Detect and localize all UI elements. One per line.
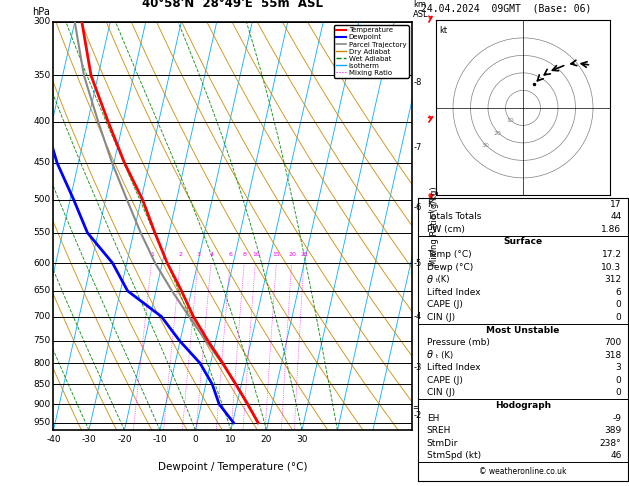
Text: 0: 0	[616, 313, 621, 322]
Text: 700: 700	[604, 338, 621, 347]
Text: -4: -4	[413, 312, 421, 321]
Text: 550: 550	[33, 228, 50, 237]
Text: Pressure (mb): Pressure (mb)	[426, 338, 489, 347]
Text: SREH: SREH	[426, 426, 451, 435]
Text: -20: -20	[117, 435, 131, 444]
Text: 450: 450	[33, 158, 50, 167]
Text: EH: EH	[426, 414, 439, 423]
Text: -10: -10	[153, 435, 167, 444]
Text: 10: 10	[225, 435, 237, 444]
Text: -2: -2	[413, 411, 421, 420]
Text: km
ASL: km ASL	[413, 0, 429, 19]
Text: hPa: hPa	[33, 7, 50, 17]
Text: 40°58'N  28°49'E  55m  ASL: 40°58'N 28°49'E 55m ASL	[142, 0, 323, 10]
Text: 800: 800	[33, 359, 50, 367]
Text: -6: -6	[413, 203, 421, 211]
Text: Lifted Index: Lifted Index	[426, 288, 481, 297]
Text: Hodograph: Hodograph	[495, 401, 551, 410]
Text: 15: 15	[273, 252, 281, 257]
Text: -3: -3	[413, 363, 421, 372]
Text: 700: 700	[33, 312, 50, 321]
Text: 0: 0	[616, 376, 621, 385]
Text: 24.04.2024  09GMT  (Base: 06): 24.04.2024 09GMT (Base: 06)	[421, 3, 592, 14]
Text: 900: 900	[33, 399, 50, 409]
Text: 600: 600	[33, 259, 50, 267]
Text: 17: 17	[610, 200, 621, 208]
Text: CIN (J): CIN (J)	[426, 388, 455, 398]
Text: Totals Totals: Totals Totals	[426, 212, 481, 221]
Text: 25: 25	[300, 252, 308, 257]
Text: 8: 8	[243, 252, 247, 257]
Text: 400: 400	[33, 118, 50, 126]
Text: 20: 20	[494, 131, 502, 136]
Text: Surface: Surface	[503, 237, 543, 246]
Text: 850: 850	[33, 380, 50, 389]
Text: Most Unstable: Most Unstable	[486, 326, 560, 334]
Text: 318: 318	[604, 351, 621, 360]
Text: 389: 389	[604, 426, 621, 435]
Text: -5: -5	[413, 259, 421, 267]
Text: -40: -40	[46, 435, 61, 444]
Text: 3: 3	[196, 252, 201, 257]
Text: 10: 10	[252, 252, 260, 257]
Text: 750: 750	[33, 336, 50, 345]
Text: 20: 20	[288, 252, 296, 257]
Text: 950: 950	[33, 418, 50, 427]
Text: -8: -8	[413, 78, 421, 87]
Text: Mixing Ratio (g/kg): Mixing Ratio (g/kg)	[430, 186, 438, 266]
Text: 4: 4	[209, 252, 214, 257]
Text: 17.2: 17.2	[601, 250, 621, 259]
Text: ₜ(K): ₜ(K)	[436, 275, 450, 284]
Text: θ: θ	[426, 275, 433, 285]
Text: PW (cm): PW (cm)	[426, 225, 465, 234]
Text: =¹LCL: =¹LCL	[413, 403, 435, 413]
Text: K: K	[426, 200, 433, 208]
Text: ₜ (K): ₜ (K)	[436, 351, 454, 360]
Text: © weatheronline.co.uk: © weatheronline.co.uk	[479, 467, 567, 476]
Text: Temp (°C): Temp (°C)	[426, 250, 471, 259]
Text: -30: -30	[82, 435, 96, 444]
Text: 0: 0	[616, 300, 621, 310]
Text: -7: -7	[413, 143, 421, 153]
Text: 3: 3	[616, 364, 621, 372]
Text: 350: 350	[33, 71, 50, 80]
Text: kt: kt	[439, 26, 447, 35]
Text: Dewp (°C): Dewp (°C)	[426, 262, 473, 272]
Text: 30: 30	[481, 143, 489, 148]
Text: CAPE (J): CAPE (J)	[426, 300, 462, 310]
Text: 30: 30	[296, 435, 308, 444]
Text: 650: 650	[33, 286, 50, 295]
Text: 10.3: 10.3	[601, 262, 621, 272]
Text: 300: 300	[33, 17, 50, 26]
Text: 1: 1	[150, 252, 154, 257]
Legend: Temperature, Dewpoint, Parcel Trajectory, Dry Adiabat, Wet Adiabat, Isotherm, Mi: Temperature, Dewpoint, Parcel Trajectory…	[333, 25, 408, 78]
Text: 500: 500	[33, 195, 50, 204]
Text: 20: 20	[261, 435, 272, 444]
Text: StmDir: StmDir	[426, 439, 458, 448]
Text: StmSpd (kt): StmSpd (kt)	[426, 451, 481, 460]
Text: 10: 10	[506, 118, 515, 123]
Text: CAPE (J): CAPE (J)	[426, 376, 462, 385]
Text: CIN (J): CIN (J)	[426, 313, 455, 322]
Text: 6: 6	[616, 288, 621, 297]
Text: 2: 2	[179, 252, 183, 257]
Text: 312: 312	[604, 275, 621, 284]
Text: Lifted Index: Lifted Index	[426, 364, 481, 372]
Text: 0: 0	[192, 435, 198, 444]
Text: θ: θ	[426, 350, 433, 360]
Text: 6: 6	[229, 252, 233, 257]
Text: 1.86: 1.86	[601, 225, 621, 234]
Text: Dewpoint / Temperature (°C): Dewpoint / Temperature (°C)	[158, 462, 308, 472]
Text: 46: 46	[610, 451, 621, 460]
Text: -9: -9	[613, 414, 621, 423]
Text: 44: 44	[610, 212, 621, 221]
Text: 0: 0	[616, 388, 621, 398]
Text: 238°: 238°	[600, 439, 621, 448]
